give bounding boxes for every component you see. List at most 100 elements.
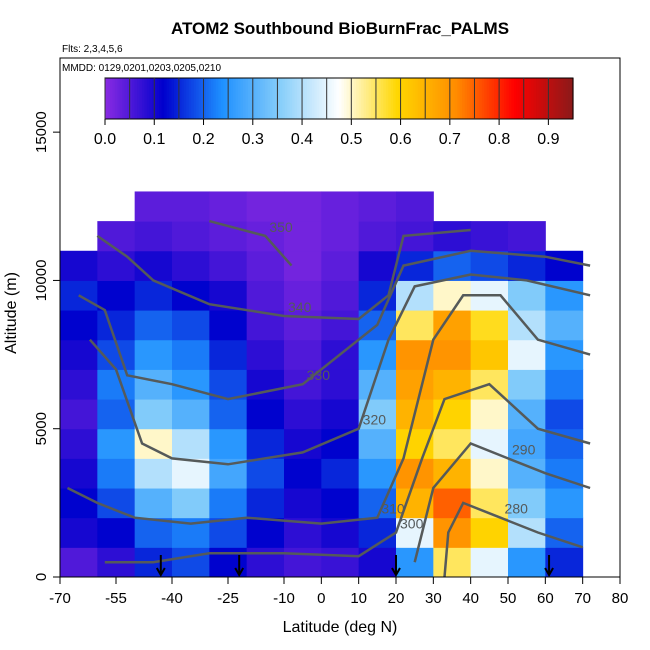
colorbar-swatch (533, 78, 537, 119)
colorbar-swatch (464, 78, 468, 119)
colorbar-swatch (250, 78, 254, 119)
colorbar-swatch (183, 78, 187, 119)
heatmap-cell (508, 428, 546, 459)
colorbar-swatch (526, 78, 530, 119)
colorbar-swatch (292, 78, 296, 119)
heatmap-cell (97, 369, 136, 400)
heatmap-cell (284, 280, 322, 311)
contour-label: 320 (363, 412, 387, 428)
colorbar-swatch (141, 78, 146, 119)
colorbar-swatch (540, 78, 545, 119)
colorbar-swatch (284, 78, 288, 119)
heatmap-cell (433, 221, 472, 252)
heatmap-cell (60, 458, 98, 489)
colorbar-swatch (137, 78, 141, 119)
heatmap-cell (508, 458, 546, 489)
colorbar-swatch (208, 78, 212, 119)
colorbar-swatch (380, 78, 384, 119)
heatmap-cell (321, 399, 360, 430)
colorbar-swatch (329, 78, 333, 119)
colorbar-swatch (348, 78, 352, 119)
colorbar-swatch (161, 78, 165, 119)
colorbar-swatch (563, 78, 567, 119)
heatmap-cell (172, 547, 210, 578)
x-tick-label: 20 (388, 590, 405, 607)
colorbar-swatch (486, 78, 490, 119)
colorbar-swatch (159, 78, 163, 119)
heatmap-cell (508, 221, 546, 252)
heatmap-cell (60, 250, 98, 281)
colorbar-swatch (127, 78, 131, 119)
chart-title: ATOM2 Southbound BioBurnFrac_PALMS (171, 19, 509, 38)
colorbar-swatch (289, 78, 293, 119)
heatmap-cell (97, 428, 136, 459)
colorbar-swatch (501, 78, 505, 119)
colorbar-swatch (358, 78, 362, 119)
colorbar-swatch (457, 78, 461, 119)
colorbar-swatch (255, 78, 259, 119)
colorbar-swatch (309, 78, 313, 119)
heatmap-cell (396, 547, 434, 578)
colorbar-tick-label: 0.9 (537, 131, 559, 148)
colorbar-swatch (129, 78, 133, 119)
heatmap-cell (433, 428, 472, 459)
contour-line (78, 249, 591, 401)
colorbar-swatch (543, 78, 547, 119)
colorbar-swatch (156, 78, 160, 119)
heatmap-cell (97, 399, 136, 430)
heatmap-cell (209, 191, 248, 222)
contour-label: 300 (400, 516, 424, 532)
colorbar-swatch (277, 78, 281, 119)
colorbar-swatch (511, 78, 515, 119)
colorbar-swatch (403, 78, 407, 119)
heatmap-cell (209, 339, 248, 370)
colorbar-swatch (518, 78, 522, 119)
colorbar-swatch (560, 78, 564, 119)
heatmap-cell (172, 488, 210, 519)
heatmap-cell (396, 369, 434, 400)
heatmap-cell (172, 221, 210, 252)
colorbar-swatch (469, 78, 473, 119)
heatmap-cell (172, 310, 210, 341)
colorbar-swatch (506, 78, 510, 119)
colorbar-tick-label: 0.0 (94, 131, 116, 148)
x-tick-label: 60 (537, 590, 554, 607)
colorbar-swatch (119, 78, 123, 119)
colorbar-swatch (452, 78, 456, 119)
colorbar-swatch (178, 78, 182, 119)
heatmap-cell (284, 399, 322, 430)
heatmap-cell (508, 280, 546, 311)
contour-label: 290 (512, 441, 536, 457)
colorbar-swatch (479, 78, 483, 119)
heatmap-cell (358, 428, 397, 459)
heatmap-cell (209, 250, 248, 281)
heatmap-cell (545, 310, 584, 341)
contour-line (66, 294, 591, 525)
colorbar-swatch (191, 78, 195, 119)
colorbar-swatch (528, 78, 532, 119)
latitude-marker-arrowhead (544, 567, 554, 578)
heatmap-cell (470, 399, 509, 430)
heatmap-cell (60, 310, 98, 341)
heatmap-cell (134, 458, 173, 489)
colorbar-swatch (144, 78, 148, 119)
heatmap-cell (470, 428, 509, 459)
colorbar-swatch (122, 78, 126, 119)
heatmap-cell (470, 458, 509, 489)
heatmap-cell (470, 339, 509, 370)
contour-label: 330 (307, 367, 331, 383)
heatmap-cell (396, 191, 434, 222)
colorbar-swatch (252, 78, 256, 119)
colorbar-swatch (262, 78, 266, 119)
colorbar-swatch (553, 78, 557, 119)
colorbar-swatch (181, 78, 185, 119)
x-tick-label: -40 (161, 590, 183, 607)
heatmap-cell (134, 191, 173, 222)
colorbar-swatch (346, 78, 350, 119)
colorbar-swatch (203, 78, 207, 119)
heatmap-cell (358, 221, 397, 252)
colorbar-swatch (523, 78, 527, 119)
heatmap-cell (60, 339, 98, 370)
heatmap-cell (134, 310, 173, 341)
